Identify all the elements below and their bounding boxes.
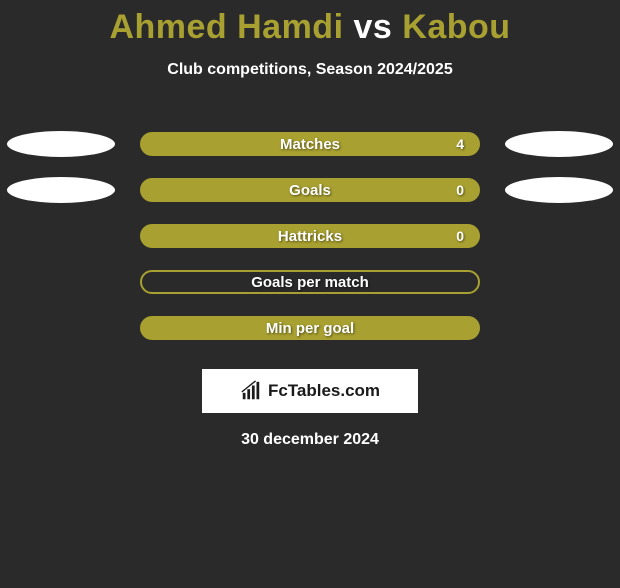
logo-text: FcTables.com <box>268 381 380 401</box>
stat-label: Goals <box>289 182 331 199</box>
stat-row: Hattricks 0 <box>0 213 620 259</box>
chart-icon <box>240 380 262 402</box>
stat-row: Goals per match <box>0 259 620 305</box>
player2-ellipse <box>505 131 613 157</box>
stat-bar: Min per goal <box>140 316 480 340</box>
player1-ellipse <box>7 131 115 157</box>
logo-box[interactable]: FcTables.com <box>202 369 418 413</box>
stat-row: Goals 0 <box>0 167 620 213</box>
stat-label: Min per goal <box>266 320 354 337</box>
stat-bar: Goals per match <box>140 270 480 294</box>
stat-bar: Goals 0 <box>140 178 480 202</box>
stat-label: Matches <box>280 136 340 153</box>
stat-label: Goals per match <box>251 274 369 291</box>
stat-value: 4 <box>456 136 464 152</box>
stat-row: Min per goal <box>0 305 620 351</box>
stat-label: Hattricks <box>278 228 342 245</box>
subtitle: Club competitions, Season 2024/2025 <box>0 61 620 79</box>
player2-ellipse <box>505 177 613 203</box>
player2-name: Kabou <box>402 8 510 46</box>
stat-bar: Hattricks 0 <box>140 224 480 248</box>
date-text: 30 december 2024 <box>0 431 620 449</box>
stats-container: Matches 4 Goals 0 Hattricks 0 Goals per match M… <box>0 121 620 351</box>
stat-value: 0 <box>456 228 464 244</box>
player1-ellipse <box>7 177 115 203</box>
stat-value: 0 <box>456 182 464 198</box>
stat-bar: Matches 4 <box>140 132 480 156</box>
vs-text: vs <box>353 8 392 46</box>
comparison-title: Ahmed Hamdi vs Kabou <box>0 8 620 47</box>
stat-row: Matches 4 <box>0 121 620 167</box>
player1-name: Ahmed Hamdi <box>109 8 343 46</box>
